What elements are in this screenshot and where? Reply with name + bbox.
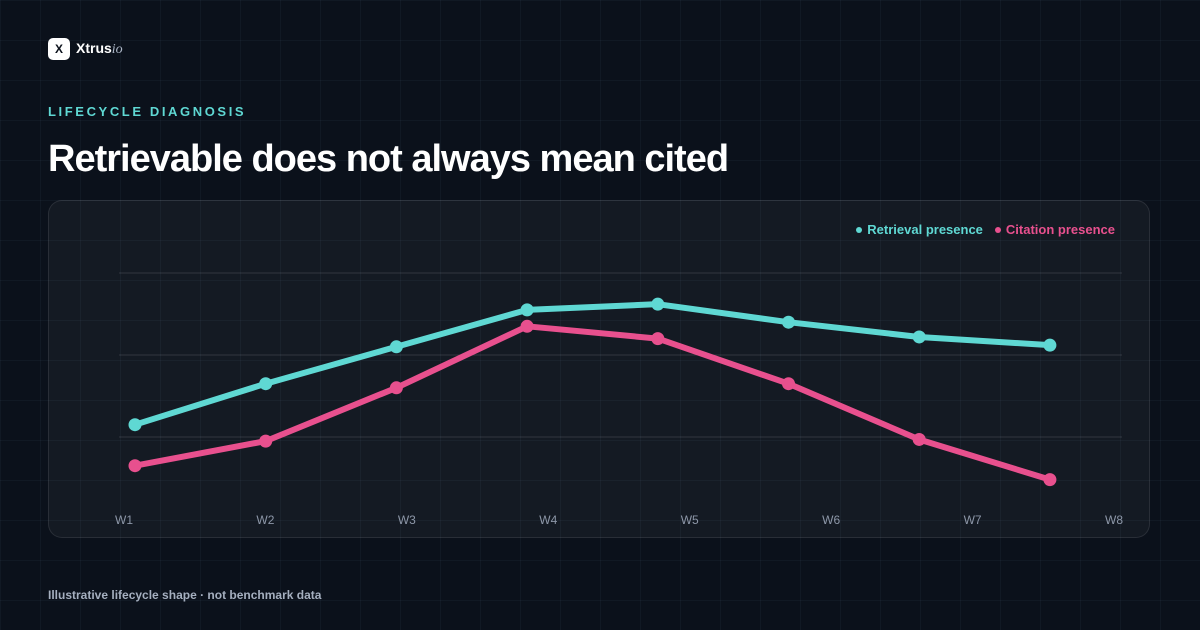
data-point-retrieval [259, 377, 273, 391]
legend-dot-citation [994, 226, 1001, 233]
page-title: Retrievable does not always mean cited [48, 138, 729, 180]
legend-label-citation: Citation presence [1005, 222, 1115, 237]
x-tick-label: W5 [681, 513, 699, 527]
x-tick-label: W2 [256, 513, 274, 527]
legend-item-retrieval: Retrieval presence [856, 222, 983, 237]
brand-mark-icon: X [48, 38, 70, 60]
x-tick-label: W3 [398, 513, 416, 527]
data-point-retrieval [1043, 338, 1057, 352]
data-point-retrieval [520, 303, 534, 317]
legend-dot-retrieval [856, 226, 863, 233]
data-point-citation [389, 381, 403, 395]
line-chart: W1 W2 W3 W4 W5 W6 W7 W8 [115, 272, 1123, 527]
data-point-citation [520, 319, 534, 333]
x-tick-label: W6 [822, 513, 840, 527]
data-point-citation [912, 432, 926, 446]
legend-item-citation: Citation presence [994, 222, 1115, 237]
data-point-retrieval [389, 340, 403, 354]
data-point-citation [1043, 473, 1057, 487]
x-axis-ticks: W1 W2 W3 W4 W5 W6 W7 W8 [115, 513, 1123, 527]
chart-legend: Retrieval presence Citation presence [856, 222, 1115, 237]
data-point-citation [128, 459, 142, 473]
x-tick-label: W1 [115, 513, 133, 527]
data-point-citation [651, 332, 665, 346]
gridlines [119, 272, 1122, 438]
data-point-retrieval [651, 297, 665, 311]
data-point-retrieval [128, 418, 142, 432]
x-tick-label: W4 [539, 513, 557, 527]
x-tick-label: W7 [964, 513, 982, 527]
data-point-citation [259, 434, 273, 448]
chart-card: W1 W2 W3 W4 W5 W6 W7 W8 Retrieval presence Cita… [48, 200, 1150, 538]
legend-label-retrieval: Retrieval presence [867, 222, 983, 237]
data-point-citation [782, 377, 795, 391]
brand-logo: X Xtrusio [48, 38, 123, 60]
series-line-retrieval [132, 301, 1053, 428]
series-line-citation [132, 323, 1053, 483]
brand-name: Xtrusio [76, 40, 123, 58]
x-tick-label: W8 [1105, 513, 1123, 527]
data-point-retrieval [912, 330, 926, 344]
series-layer [128, 297, 1057, 487]
brand-name-main: Xtrus [76, 40, 112, 56]
data-point-retrieval [782, 315, 795, 329]
footnote: Illustrative lifecycle shape · not bench… [48, 588, 322, 602]
section-eyebrow: LIFECYCLE DIAGNOSIS [48, 104, 247, 119]
brand-name-suffix: io [111, 42, 123, 57]
